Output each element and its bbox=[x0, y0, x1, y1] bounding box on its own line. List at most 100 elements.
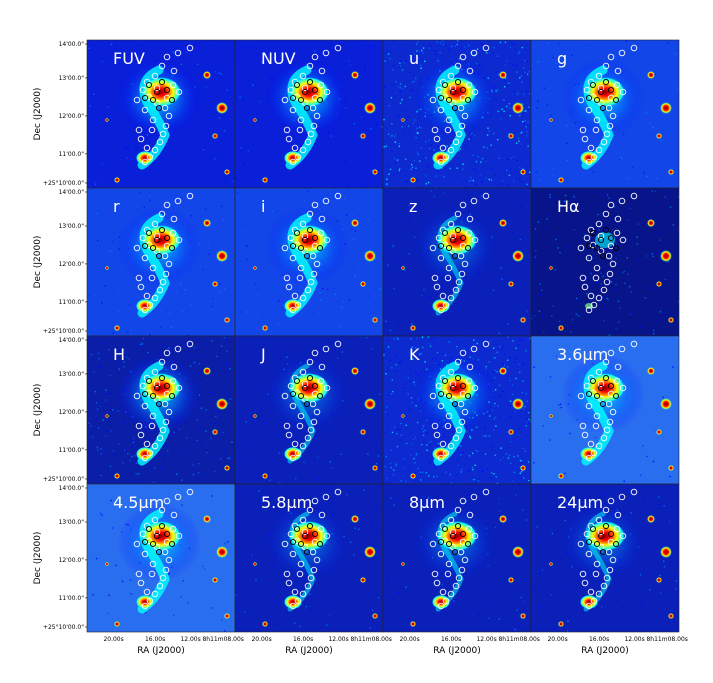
region-marker bbox=[454, 226, 462, 234]
region-marker bbox=[464, 244, 472, 252]
region-marker bbox=[599, 400, 607, 408]
region-marker bbox=[317, 377, 325, 385]
y-tick-label: +25°10'00.0" bbox=[43, 476, 84, 483]
region-marker bbox=[597, 236, 605, 244]
region-marker bbox=[595, 368, 603, 376]
panel-24-m: 24μm bbox=[530, 483, 680, 633]
region-marker bbox=[322, 493, 330, 501]
y-tick-label: 13'00.0" bbox=[59, 371, 85, 378]
region-marker bbox=[163, 382, 171, 390]
region-marker bbox=[317, 229, 325, 237]
region-marker bbox=[323, 532, 331, 540]
region-marker bbox=[149, 116, 157, 124]
region-marker bbox=[293, 229, 301, 237]
region-marker bbox=[595, 294, 603, 302]
region-marker bbox=[451, 104, 459, 112]
region-marker bbox=[577, 244, 585, 252]
region-marker bbox=[153, 232, 161, 240]
region-marker bbox=[289, 106, 297, 114]
region-marker bbox=[630, 340, 638, 348]
region-marker bbox=[441, 389, 449, 397]
region-marker bbox=[301, 236, 309, 244]
region-marker bbox=[455, 130, 463, 138]
region-marker bbox=[437, 94, 445, 102]
region-marker bbox=[297, 560, 305, 568]
region-marker bbox=[135, 274, 143, 282]
region-marker bbox=[459, 530, 467, 538]
region-marker bbox=[593, 412, 601, 420]
region-marker bbox=[585, 538, 593, 546]
region-marker bbox=[174, 49, 182, 57]
region-marker bbox=[309, 252, 317, 260]
region-marker bbox=[304, 434, 312, 442]
region-marker bbox=[165, 408, 173, 416]
region-marker bbox=[141, 550, 149, 558]
y-tick-label: 14'00.0" bbox=[59, 189, 85, 196]
region-marker bbox=[618, 49, 626, 57]
x-tick-label: 8h11m08.00s bbox=[646, 636, 687, 643]
region-marker bbox=[607, 201, 615, 209]
x-tick-label: 16.00s bbox=[293, 636, 313, 643]
region-marker bbox=[289, 242, 297, 250]
region-marker bbox=[137, 283, 145, 291]
region-marker bbox=[614, 215, 622, 223]
region-marker bbox=[169, 229, 177, 237]
region-marker bbox=[139, 530, 147, 538]
region-marker bbox=[161, 104, 169, 112]
region-marker bbox=[597, 380, 605, 388]
region-marker bbox=[186, 340, 194, 348]
region-marker bbox=[153, 532, 161, 540]
region-marker bbox=[609, 260, 617, 268]
region-marker bbox=[441, 525, 449, 533]
region-marker bbox=[294, 597, 302, 605]
region-marker bbox=[595, 516, 603, 524]
region-marker bbox=[143, 522, 151, 530]
panel-nuv: NUV bbox=[234, 39, 384, 189]
band-label: i bbox=[261, 197, 265, 216]
region-marker bbox=[461, 260, 469, 268]
region-marker bbox=[607, 530, 615, 538]
region-marker bbox=[299, 220, 307, 228]
region-marker bbox=[459, 234, 467, 242]
region-marker bbox=[470, 197, 478, 205]
region-marker bbox=[444, 422, 452, 430]
region-marker bbox=[311, 201, 319, 209]
region-marker bbox=[465, 229, 473, 237]
region-marker bbox=[301, 384, 309, 392]
region-marker bbox=[299, 442, 307, 450]
region-marker bbox=[435, 234, 443, 242]
region-marker bbox=[158, 226, 166, 234]
region-marker bbox=[299, 590, 307, 598]
region-marker bbox=[133, 392, 141, 400]
region-marker bbox=[158, 358, 166, 366]
region-marker bbox=[169, 377, 177, 385]
region-marker bbox=[168, 96, 176, 104]
region-marker bbox=[334, 192, 342, 200]
region-marker bbox=[153, 236, 161, 244]
x-tick-label: 8h11m08.00s bbox=[202, 636, 243, 643]
region-marker bbox=[466, 363, 474, 371]
region-marker bbox=[289, 306, 297, 314]
y-tick-label: +25°10'00.0" bbox=[43, 180, 84, 187]
region-marker bbox=[149, 412, 157, 420]
region-marker bbox=[186, 192, 194, 200]
region-marker bbox=[304, 138, 312, 146]
region-marker bbox=[437, 158, 445, 166]
region-marker bbox=[577, 540, 585, 548]
region-marker bbox=[141, 454, 149, 462]
region-marker bbox=[449, 236, 457, 244]
region-marker bbox=[452, 286, 460, 294]
region-marker bbox=[303, 400, 311, 408]
region-marker bbox=[449, 84, 457, 92]
region-marker bbox=[306, 506, 314, 514]
band-label: NUV bbox=[261, 49, 296, 68]
region-marker bbox=[287, 382, 295, 390]
region-marker bbox=[155, 252, 163, 260]
region-marker bbox=[317, 81, 325, 89]
region-marker bbox=[297, 116, 305, 124]
region-marker bbox=[165, 112, 173, 120]
region-marker bbox=[311, 349, 319, 357]
region-marker bbox=[156, 582, 164, 590]
region-marker bbox=[299, 516, 307, 524]
region-marker bbox=[447, 294, 455, 302]
